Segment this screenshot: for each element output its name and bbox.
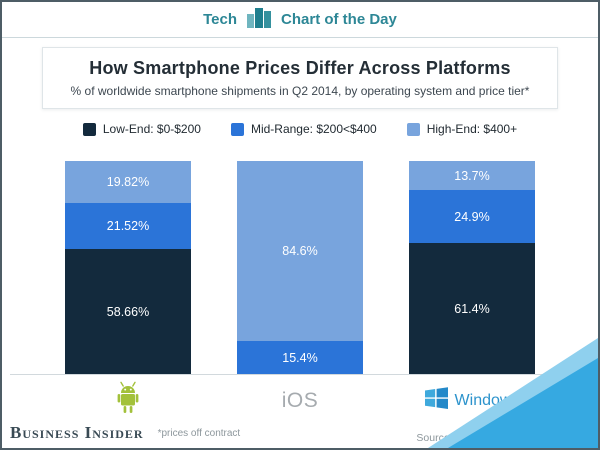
chart-legend: Low-End: $0-$200 Mid-Range: $200<$400 Hi… [2, 120, 598, 138]
legend-item-high-end: High-End: $400+ [406, 122, 518, 136]
page-subtitle: % of worldwide smartphone shipments in Q… [70, 84, 530, 98]
bar-chart: 19.82% 21.52% 58.66% 84.6% 15.4% 13.7% 2… [42, 161, 558, 374]
header-banner: Tech Chart of the Day [2, 2, 598, 38]
title-card: How Smartphone Prices Differ Across Plat… [42, 47, 558, 109]
stacked-bar-windows: 13.7% 24.9% 61.4% [409, 161, 535, 374]
android-robot-icon [112, 381, 144, 422]
legend-label-mid-range: Mid-Range: $200<$400 [250, 122, 377, 136]
segment-windows-low-end: 61.4% [409, 243, 535, 374]
x-axis-line [10, 374, 590, 375]
axis-label-android [42, 378, 214, 424]
bar-chart-icon [246, 6, 272, 33]
source-credit: Source: ID [416, 432, 466, 444]
legend-swatch-high-end [406, 122, 420, 136]
legend-swatch-mid-range [230, 122, 244, 136]
bar-column-ios: 84.6% 15.4% [214, 161, 386, 374]
axis-label-ios: iOS [214, 378, 386, 424]
legend-item-mid-range: Mid-Range: $200<$400 [230, 122, 377, 136]
segment-ios-high-end: 84.6% [237, 161, 363, 342]
bar-column-windows: 13.7% 24.9% 61.4% [386, 161, 558, 374]
legend-item-low-end: Low-End: $0-$200 [82, 122, 201, 136]
legend-label-high-end: High-End: $400+ [426, 122, 518, 136]
business-insider-logo: Business Insider [10, 423, 144, 442]
header-left-label: Tech [203, 11, 238, 28]
page-title: How Smartphone Prices Differ Across Plat… [89, 58, 511, 78]
legend-swatch-low-end [82, 122, 96, 136]
segment-windows-high-end: 13.7% [409, 161, 535, 191]
segment-android-low-end: 58.66% [65, 249, 191, 374]
price-footnote: *prices off contract [157, 427, 241, 439]
axis-label-windows: Windows [386, 378, 558, 424]
stacked-bar-android: 19.82% 21.52% 58.66% [65, 161, 191, 374]
header-right-label: Chart of the Day [281, 11, 397, 28]
segment-android-mid-range: 21.52% [65, 203, 191, 250]
segment-android-high-end: 19.82% [65, 161, 191, 204]
windows-logo-icon [424, 387, 448, 415]
footer-bar: Business Insider *prices off contract [10, 422, 590, 444]
bar-column-android: 19.82% 21.52% 58.66% [42, 161, 214, 374]
ios-logo-text: iOS [281, 389, 319, 412]
windows-logo-text: Windows [454, 392, 520, 409]
segment-ios-mid-range: 15.4% [237, 341, 363, 374]
segment-windows-mid-range: 24.9% [409, 190, 535, 244]
legend-label-low-end: Low-End: $0-$200 [102, 122, 201, 136]
stacked-bar-ios: 84.6% 15.4% [237, 161, 363, 374]
x-axis-labels: iOS Windows [42, 378, 558, 424]
